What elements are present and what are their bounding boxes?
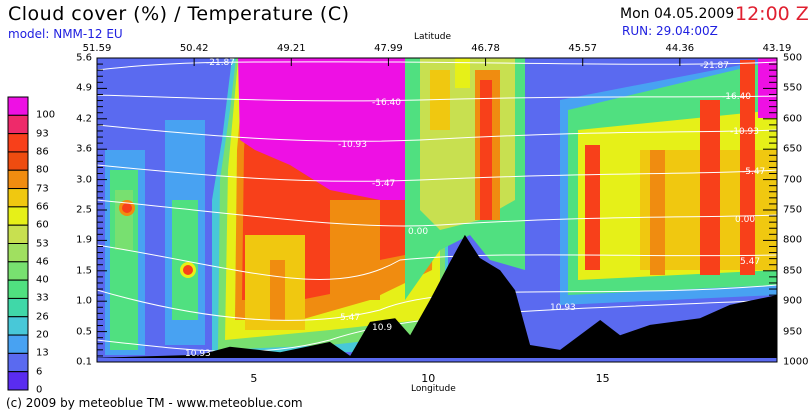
contour-label: 10.93 [185,349,211,359]
copyright: (c) 2009 by meteoblue TM - www.meteoblue… [6,396,303,410]
contour-label: -16.40 [722,92,751,102]
contour-label: 5.47 [740,257,760,267]
terrain-profile [97,234,777,362]
pressure-tick-label: 500 [783,52,803,64]
legend-label: 86 [36,146,49,158]
pressure-tick-label: 950 [783,326,803,338]
legend-label: 33 [36,292,49,304]
longitude-axis-title: Longitude [411,384,456,394]
height-tick-label: 4.2 [76,113,92,125]
legend-label: 93 [36,128,49,140]
legend-label: 20 [36,329,49,341]
legend-swatch [7,371,29,391]
latitude-tick-label: 50.42 [179,43,209,54]
legend [7,96,29,391]
height-tick-label: 0.1 [76,356,92,368]
contour-label: -16.40 [372,98,401,108]
run-label: RUN: 29.04:00Z [622,24,718,38]
contour-labels: -21.87 -21.87 -16.40 -16.40 -10.93 -10.9… [185,58,765,359]
latitude-tick-label: 46.78 [471,43,500,54]
height-tick-label: 4.9 [76,82,92,94]
legend-label: 100 [36,109,56,121]
latitude-tick-label: 43.19 [762,43,792,54]
pressure-tick-label: 850 [783,265,803,277]
contour-label: 10.9 [372,323,392,333]
pressure-tick-label: 700 [783,174,803,186]
height-tick-label: 3.0 [76,174,92,186]
height-tick-label: 1.0 [76,295,92,307]
pressure-tick-label: 1000 [783,356,809,368]
height-tick-label: 1.9 [76,234,92,246]
legend-label: 13 [36,347,49,359]
legend-label: 26 [36,311,49,323]
contour-label: -5.47 [742,167,765,177]
latitude-tick-label: 51.59 [82,43,112,54]
contour-label: -10.93 [730,127,759,137]
contour-label: 0.00 [408,227,428,237]
longitude-tick-label: 15 [595,372,610,385]
legend-label: 6 [36,366,43,378]
time-label: 12:00 Z [735,3,809,25]
height-tick-label: 2.5 [76,204,92,216]
height-tick-label: 5.6 [76,52,92,64]
legend-label: 80 [36,164,49,176]
cloud-field [97,58,777,362]
legend-label: 0 [36,384,43,396]
pressure-tick-label: 600 [783,113,803,125]
chart-title: Cloud cover (%) / Temperature (C) [8,3,350,25]
date-label: Mon 04.05.2009 [620,6,735,22]
temperature-isolines [97,61,777,352]
latitude-tick-label: 45.57 [568,43,598,54]
contour-label: -21.87 [700,61,729,71]
legend-label: 73 [36,183,49,195]
contour-label: 0.00 [735,215,755,225]
pressure-tick-label: 800 [783,234,803,246]
latitude-axis-title: Latitude [414,32,452,42]
latitude-tick-label: 47.99 [374,43,403,54]
contour-label: -5.47 [372,179,395,189]
model-label: model: NMM-12 EU [8,27,123,41]
longitude-tick-label: 5 [250,372,258,385]
legend-label: 53 [36,238,49,249]
legend-label: 60 [36,219,49,231]
height-tick-label: 1.5 [76,265,92,277]
height-tick-label: 3.6 [76,143,92,155]
contour-label: -10.93 [338,140,367,150]
latitude-tick-label: 49.21 [276,43,306,54]
height-tick-label: 0.5 [76,326,92,338]
pressure-tick-label: 650 [783,143,803,155]
contour-label: -21.87 [206,58,235,68]
contour-label: 10.93 [550,303,576,313]
latitude-tick-label: 44.36 [665,43,695,54]
pressure-tick-label: 550 [783,82,803,94]
pressure-tick-label: 750 [783,204,803,216]
longitude-tick-label: 10 [421,372,436,385]
contour-label: 5.47 [340,313,360,323]
legend-label: 46 [36,256,49,268]
legend-label: 66 [36,201,49,213]
legend-label: 40 [36,274,49,286]
pressure-tick-label: 900 [783,295,803,307]
